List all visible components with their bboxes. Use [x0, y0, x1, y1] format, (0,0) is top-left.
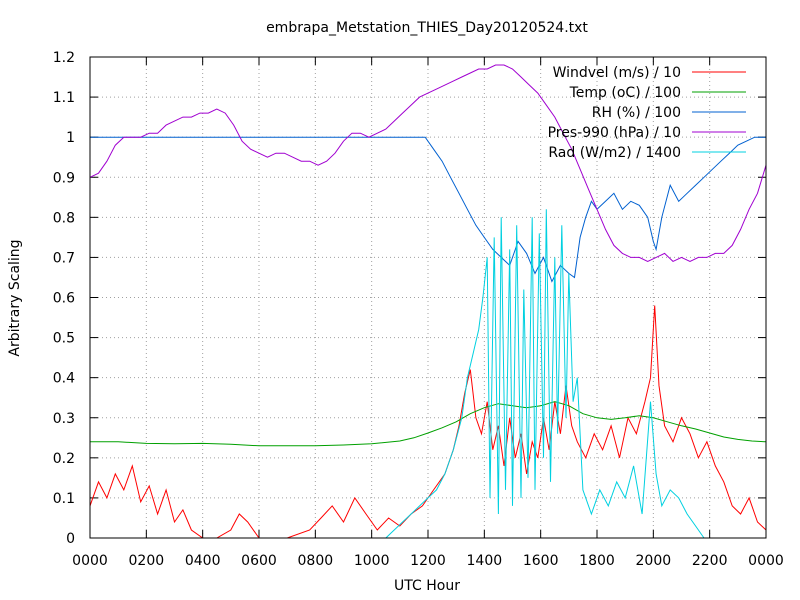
x-tick-label: 1000 [354, 553, 390, 569]
x-tick-label: 0400 [185, 553, 221, 569]
legend-label: Windvel (m/s) / 10 [553, 65, 681, 81]
x-tick-label: 1800 [579, 553, 615, 569]
y-tick-label: 0.9 [53, 170, 75, 186]
x-tick-label: 0600 [241, 553, 277, 569]
series-line-5 [385, 209, 705, 539]
y-tick-label: 0.4 [53, 371, 75, 387]
x-axis-label: UTC Hour [394, 578, 460, 594]
legend-label: RH (%) / 100 [592, 105, 681, 121]
x-axis-ticks: 0000 0200 0400 0600 0800 1000 1200 1400 1600 1800… [72, 57, 784, 569]
x-tick-label: 1600 [523, 553, 559, 569]
y-tick-label: 0.8 [53, 210, 75, 226]
x-tick-label: 2200 [692, 553, 728, 569]
chart-title: embrapa_Metstation_THIES_Day20120524.txt [266, 20, 588, 36]
plot-frame [89, 56, 767, 539]
y-tick-label: 0.7 [53, 250, 75, 266]
legend: Windvel (m/s) / 10 Temp (oC) / 100 RH (%) … [548, 65, 746, 161]
series-line-2 [90, 401, 767, 447]
x-tick-label: 0000 [72, 553, 108, 569]
x-tick-label: 0200 [129, 553, 165, 569]
x-tick-label: 2000 [636, 553, 672, 569]
y-tick-label: 0.5 [53, 331, 75, 347]
x-tick-label: 0800 [298, 553, 334, 569]
x-tick-label: 1200 [410, 553, 446, 569]
y-tick-label: 0 [66, 531, 75, 547]
legend-label: Rad (W/m2) / 1400 [548, 145, 681, 161]
x-tick-label: 1400 [467, 553, 503, 569]
y-tick-label: 1.1 [53, 90, 75, 106]
x-tick-label: 0000 [748, 553, 784, 569]
legend-label: Pres-990 (hPa) / 10 [548, 125, 681, 141]
y-axis-label: Arbitrary Scaling [7, 239, 23, 356]
y-tick-label: 0.3 [53, 411, 75, 427]
legend-label: Temp (oC) / 100 [569, 85, 681, 101]
y-tick-label: 1 [66, 130, 75, 146]
y-tick-label: 0.2 [53, 451, 75, 467]
y-axis-ticks: 0 0.1 0.2 0.3 0.4 0.5 0.6 0.7 0.8 0.9 1 1.1 1.2 [53, 50, 766, 547]
series-line-4 [89, 64, 767, 262]
series-line-3 [90, 136, 766, 283]
y-tick-label: 1.2 [53, 50, 75, 66]
y-tick-label: 0.1 [53, 491, 75, 507]
y-tick-label: 0.6 [53, 291, 75, 307]
